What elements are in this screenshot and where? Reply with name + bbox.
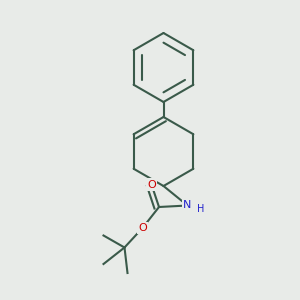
- Text: H: H: [197, 203, 205, 214]
- Text: O: O: [147, 179, 156, 190]
- Text: O: O: [138, 223, 147, 233]
- Text: N: N: [183, 200, 192, 211]
